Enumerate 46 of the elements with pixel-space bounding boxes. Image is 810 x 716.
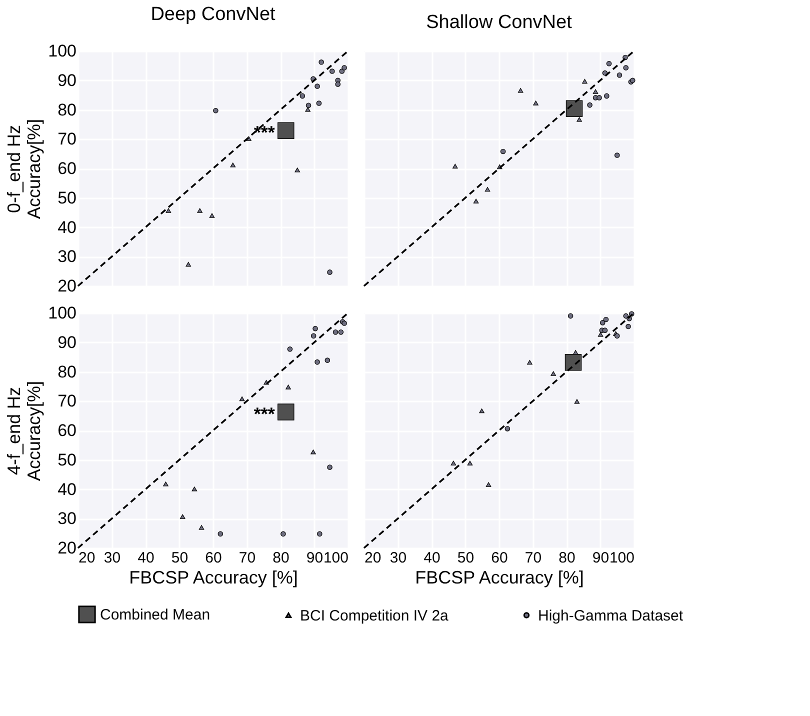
y-tick-label: 70 <box>58 130 76 149</box>
y-axis-title: 4-f_end Hz Accuracy[%] <box>4 380 44 482</box>
y-tick-label: 90 <box>58 70 76 90</box>
x-tick-label: 20 <box>78 550 96 566</box>
x-tick-label: 70 <box>238 550 256 566</box>
x-tick-label: 40 <box>424 550 440 566</box>
legend-label: BCI Competition IV 2a <box>300 607 450 624</box>
y-tick-label: 50 <box>58 188 76 208</box>
y-tick-label: 70 <box>58 392 76 411</box>
legend-label: Combined Mean <box>100 606 210 624</box>
y-axis-title: 0-f_end Hz Accuracy[%] <box>4 118 44 220</box>
y-tick-label: 100 <box>48 42 76 60</box>
x-tick-label: 90 <box>592 550 610 566</box>
x-tick-label: 80 <box>272 550 290 566</box>
x-tick-label: 30 <box>390 550 407 566</box>
y-tick-label: 50 <box>58 450 76 470</box>
x-tick-label: 50 <box>457 550 474 566</box>
x-tick-label: 80 <box>558 550 576 566</box>
x-tick-label: 60 <box>491 550 508 566</box>
x-axis-title: FBCSP Accuracy [%] <box>415 568 584 588</box>
y-tick-label: 100 <box>48 304 76 322</box>
x-tick-label: 90 <box>306 550 324 566</box>
y-tick-label: 40 <box>58 218 76 237</box>
x-tick-label: 100 <box>609 550 634 566</box>
y-tick-label: 80 <box>58 100 76 120</box>
x-tick-label: 70 <box>524 550 542 566</box>
chart-title: Shallow ConvNet <box>426 12 573 34</box>
x-axis-title: FBCSP Accuracy [%] <box>129 568 298 588</box>
y-tick-label: 60 <box>58 159 76 178</box>
y-tick-label: 30 <box>58 509 76 528</box>
y-tick-label: 30 <box>58 247 76 266</box>
x-tick-label: 20 <box>364 550 382 566</box>
x-tick-label: 30 <box>104 550 121 566</box>
annotation: *** <box>254 404 275 424</box>
y-tick-label: 90 <box>58 332 76 352</box>
legend-label: High-Gamma Dataset <box>538 607 684 624</box>
annotation: *** <box>254 122 275 143</box>
y-tick-label: 60 <box>58 421 76 440</box>
chart-title: Deep ConvNet <box>150 4 276 25</box>
x-tick-label: 100 <box>323 550 348 566</box>
x-tick-label: 40 <box>138 550 154 566</box>
x-tick-label: 50 <box>171 550 188 566</box>
x-tick-label: 60 <box>205 550 222 566</box>
y-tick-label: 20 <box>58 276 76 296</box>
y-tick-label: 40 <box>58 480 76 499</box>
y-tick-label: 80 <box>58 362 76 382</box>
